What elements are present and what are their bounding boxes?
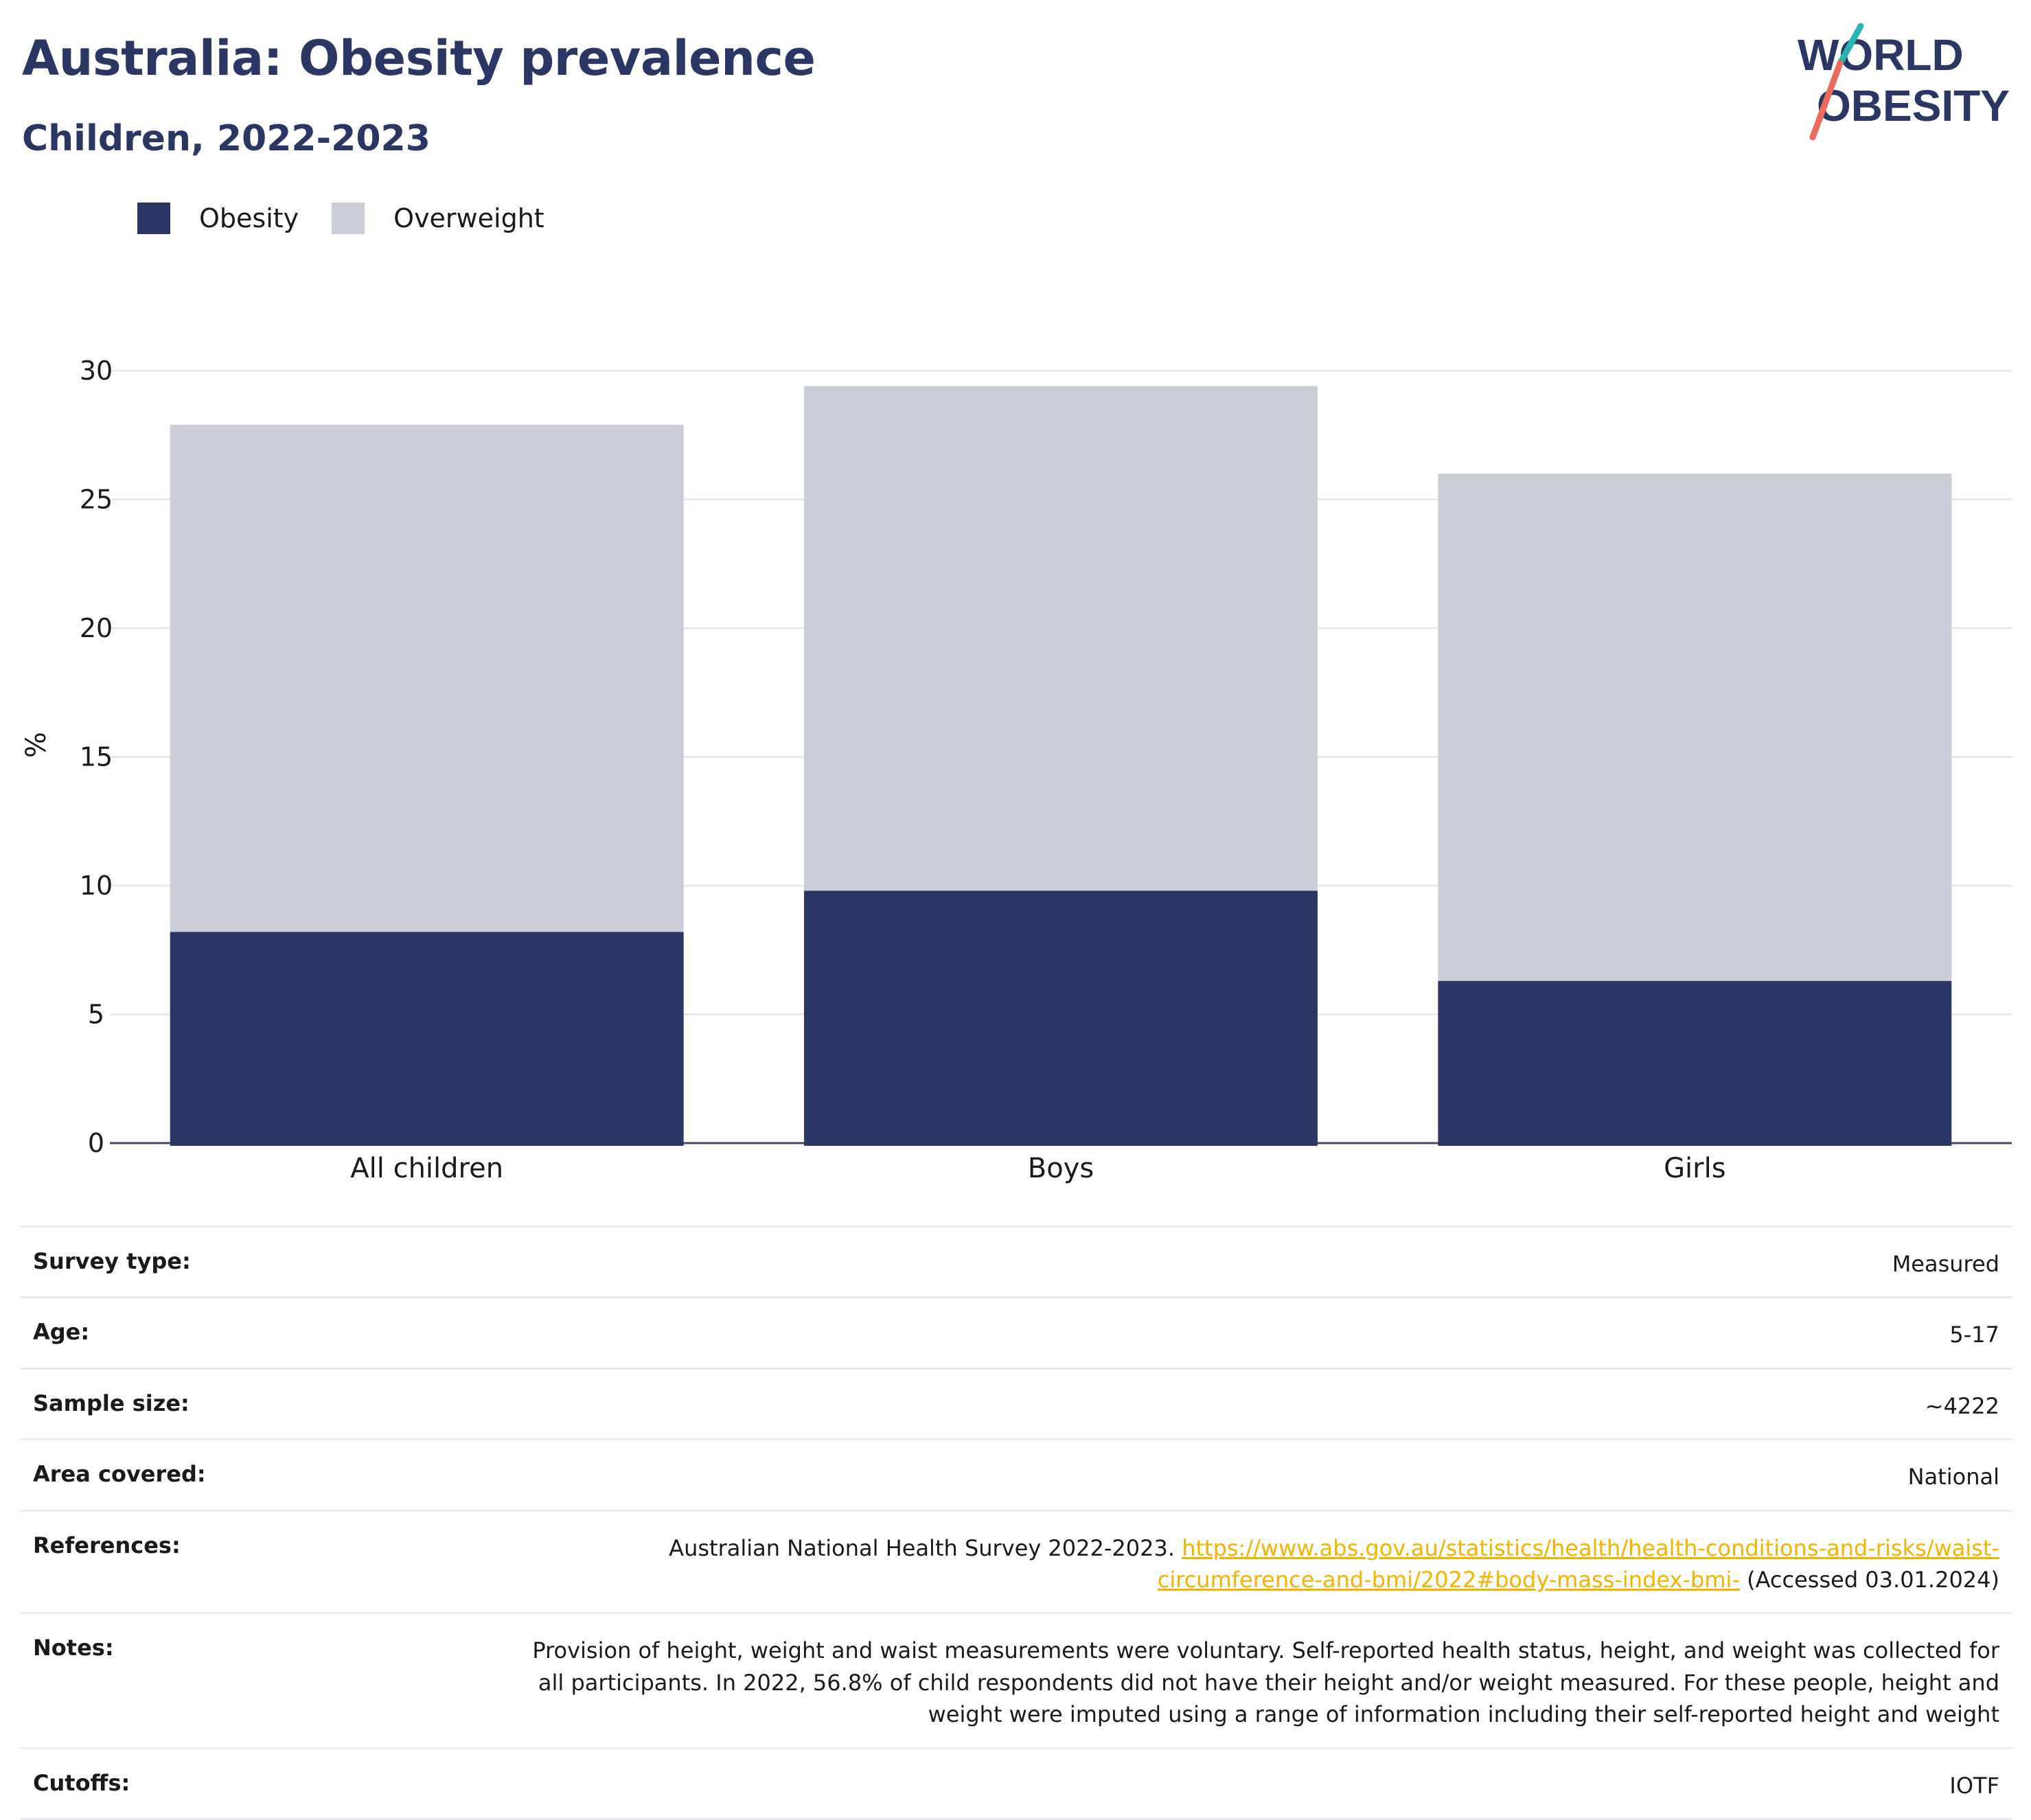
world-obesity-logo: WORLD OBESITY xyxy=(1798,23,2010,141)
y-tick-labels: 0 5 10 15 20 25 30 xyxy=(80,356,113,1158)
legend-swatch-overweight xyxy=(332,203,365,234)
y-tick-label: 10 xyxy=(80,871,113,901)
info-row-age: Age: 5-17 xyxy=(21,1296,2012,1367)
info-value: National xyxy=(1907,1464,1999,1490)
bars xyxy=(170,386,1952,1147)
references-value: Australian National Health Survey 2022-2… xyxy=(669,1532,1999,1596)
y-tick-label: 0 xyxy=(88,1128,104,1158)
info-row-area: Area covered: National xyxy=(21,1438,2012,1509)
y-axis-label: % xyxy=(21,732,52,758)
x-tick-label: All children xyxy=(350,1153,503,1184)
info-value: 5-17 xyxy=(1949,1322,1999,1348)
info-row-sample-size: Sample size: ~4222 xyxy=(21,1367,2012,1438)
logo-line1: WORLD xyxy=(1798,30,1964,80)
info-row-references: References: Australian National Health S… xyxy=(21,1509,2012,1613)
y-tick-label: 30 xyxy=(80,356,113,386)
info-value: Measured xyxy=(1892,1251,1999,1277)
x-tick-label: Girls xyxy=(1664,1153,1726,1184)
info-row-cutoffs: Cutoffs: IOTF xyxy=(21,1747,2012,1820)
notes-value: Provision of height, weight and waist me… xyxy=(532,1637,1999,1728)
references-accessed: (Accessed 03.01.2024) xyxy=(1747,1566,1999,1593)
legend-swatch-obesity xyxy=(137,203,170,234)
info-label: Survey type: xyxy=(33,1248,191,1274)
y-tick-label: 20 xyxy=(80,613,113,643)
y-tick-label: 15 xyxy=(80,742,113,772)
y-tick-label: 5 xyxy=(88,1000,104,1030)
bar-obesity-girls[interactable] xyxy=(1438,980,1952,1146)
legend-label-overweight: Overweight xyxy=(393,203,544,233)
bar-obesity-all-children[interactable] xyxy=(170,932,684,1147)
info-label: Age: xyxy=(33,1319,90,1346)
page-title: Australia: Obesity prevalence xyxy=(22,30,816,87)
stacked-bar-chart: 0 5 10 15 20 25 30 All children Boys Girls % xyxy=(21,356,2012,1184)
page-subtitle: Children, 2022-2023 xyxy=(22,118,431,159)
legend-item-obesity[interactable]: Obesity xyxy=(137,203,299,234)
logo-line2: OBESITY xyxy=(1817,81,2010,130)
info-label: Sample size: xyxy=(33,1390,190,1416)
bar-overweight-all-children[interactable] xyxy=(170,424,684,932)
info-row-notes: Notes: Provision of height, weight and w… xyxy=(21,1612,2012,1747)
chart-legend: Obesity Overweight xyxy=(137,203,577,234)
y-tick-label: 25 xyxy=(80,485,113,515)
bar-obesity-boys[interactable] xyxy=(804,890,1318,1147)
legend-item-overweight[interactable]: Overweight xyxy=(332,203,544,234)
bar-overweight-boys[interactable] xyxy=(804,386,1318,891)
survey-info-table: Survey type: Measured Age: 5-17 Sample s… xyxy=(21,1225,2012,1820)
info-label: Cutoffs: xyxy=(33,1769,130,1796)
bar-overweight-girls[interactable] xyxy=(1438,474,1952,981)
info-label: References: xyxy=(33,1532,181,1558)
info-label: Area covered: xyxy=(33,1461,206,1488)
info-value: IOTF xyxy=(1949,1772,1999,1799)
x-tick-label: Boys xyxy=(1028,1153,1094,1184)
info-value: ~4222 xyxy=(1925,1392,1999,1419)
info-row-survey-type: Survey type: Measured xyxy=(21,1225,2012,1296)
info-label: Notes: xyxy=(33,1635,114,1661)
legend-label-obesity: Obesity xyxy=(199,203,299,233)
x-tick-labels: All children Boys Girls xyxy=(350,1153,1725,1184)
references-text: Australian National Health Survey 2022-2… xyxy=(669,1534,1175,1561)
references-link[interactable]: https://www.abs.gov.au/statistics/health… xyxy=(1157,1534,1999,1593)
